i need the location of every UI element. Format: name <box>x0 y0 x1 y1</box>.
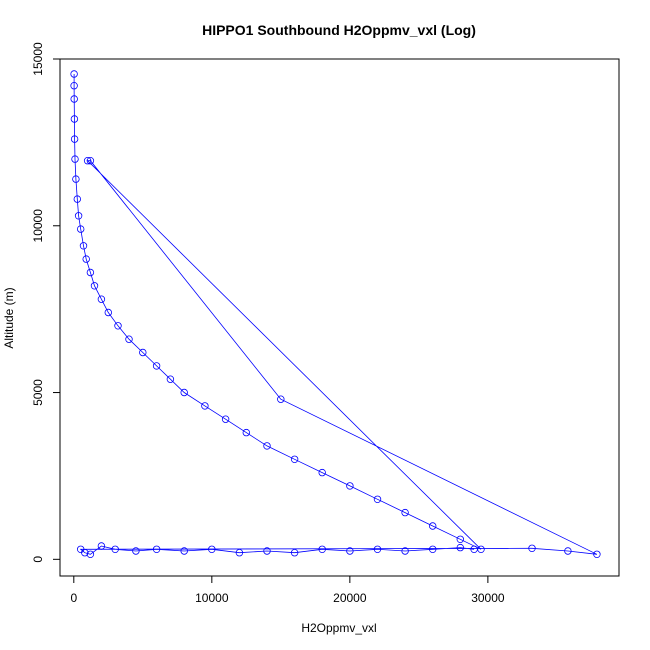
data-point <box>86 156 95 165</box>
data-point <box>290 455 299 463</box>
data-point <box>429 522 437 530</box>
x-axis-label: H2Oppmv_vxl <box>301 621 376 635</box>
data-point <box>263 547 271 555</box>
data-point <box>97 542 106 550</box>
data-point <box>373 545 382 553</box>
data-point <box>72 175 80 183</box>
data-point <box>593 550 601 558</box>
data-point <box>277 395 285 403</box>
data-point <box>346 482 354 490</box>
x-tick-label: 30000 <box>471 591 505 605</box>
data-point <box>82 255 90 263</box>
x-axis: 0 10000 20000 30000 <box>70 575 505 605</box>
x-tick-label: 20000 <box>333 591 367 605</box>
data-point <box>104 308 112 317</box>
data-point <box>456 535 464 543</box>
data-point <box>290 549 299 557</box>
data-point <box>114 322 122 330</box>
data-point <box>86 268 95 277</box>
data-point <box>180 547 188 555</box>
data-point <box>401 547 409 555</box>
x-tick-label: 10000 <box>195 591 229 605</box>
data-point <box>373 495 382 503</box>
data-point <box>70 135 79 143</box>
data-point <box>242 428 250 437</box>
data-point <box>208 545 216 553</box>
y-tick-label: 5000 <box>31 379 45 406</box>
y-axis-label: Altitude (m) <box>2 287 16 348</box>
data-point <box>70 81 78 90</box>
y-tick-label: 10000 <box>31 209 45 243</box>
data-point <box>70 115 79 123</box>
data-point <box>139 348 147 357</box>
data-point <box>564 547 572 555</box>
data-point <box>470 545 478 553</box>
data-point <box>70 95 78 103</box>
data-point <box>83 156 92 165</box>
chart-title: HIPPO1 Southbound H2Oppmv_vxl (Log) <box>202 22 476 38</box>
data-point <box>166 375 175 383</box>
data-point <box>132 547 140 555</box>
data-point <box>81 549 89 557</box>
data-point <box>221 415 230 423</box>
data-point <box>235 549 244 557</box>
data-point <box>90 282 99 290</box>
data-point <box>152 362 161 370</box>
data-point <box>263 442 271 450</box>
data-point <box>79 242 88 250</box>
data-point <box>111 545 119 553</box>
data-point <box>318 545 326 553</box>
data-point <box>86 550 95 558</box>
data-point <box>73 195 81 203</box>
data-point <box>125 335 133 343</box>
data-layer <box>70 70 601 558</box>
data-point <box>74 212 83 220</box>
data-point <box>201 402 209 410</box>
data-point <box>71 155 79 163</box>
data-point <box>97 295 106 303</box>
data-point <box>318 468 326 477</box>
y-axis: 0 5000 10000 15000 <box>31 42 61 563</box>
data-point <box>429 545 437 553</box>
data-point <box>70 70 78 78</box>
x-tick-label: 0 <box>70 591 77 605</box>
data-point <box>456 543 464 552</box>
data-point <box>528 544 536 552</box>
series-line <box>73 74 598 555</box>
y-tick-label: 0 <box>31 556 45 563</box>
data-point <box>76 225 85 233</box>
data-point <box>346 547 354 555</box>
plot-frame <box>59 58 620 577</box>
data-point <box>152 545 161 553</box>
data-point <box>401 508 409 517</box>
y-tick-label: 15000 <box>31 42 45 76</box>
data-point <box>180 388 188 397</box>
